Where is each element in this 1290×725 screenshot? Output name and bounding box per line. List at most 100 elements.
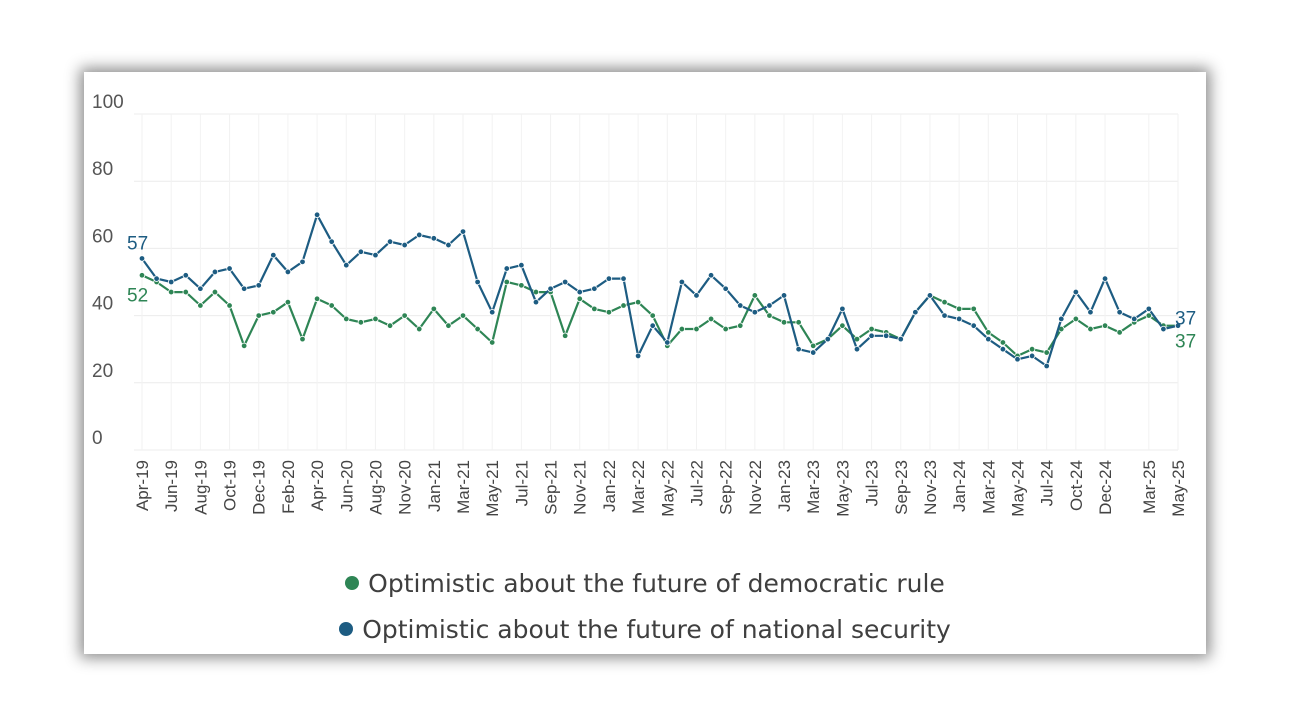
data-point xyxy=(591,305,598,313)
x-tick-label: Sep-23 xyxy=(892,460,911,515)
data-point xyxy=(284,268,292,276)
legend-marker xyxy=(339,622,354,636)
data-point xyxy=(416,231,423,239)
data-point xyxy=(1087,325,1094,333)
series-line-1 xyxy=(141,213,1179,368)
x-tick-label: Nov-20 xyxy=(396,460,415,515)
data-point xyxy=(299,335,306,343)
data-point xyxy=(182,272,189,279)
x-tick-label: Nov-23 xyxy=(921,460,940,515)
legend-item-democratic-rule: Optimistic about the future of democrati… xyxy=(345,560,945,606)
data-point xyxy=(532,288,540,296)
y-tick-label: 100 xyxy=(92,92,124,113)
data-point xyxy=(1116,329,1123,336)
x-tick-label: Oct-19 xyxy=(221,460,240,511)
data-point xyxy=(561,332,569,339)
x-tick-label: Sep-22 xyxy=(717,460,736,515)
data-point xyxy=(518,261,525,269)
data-point xyxy=(678,325,686,333)
data-point xyxy=(474,325,481,333)
x-tick-label: Aug-20 xyxy=(366,460,385,515)
data-point xyxy=(780,319,788,326)
data-point xyxy=(1145,312,1153,319)
series-lines xyxy=(138,211,1182,370)
data-point xyxy=(868,325,875,333)
data-point xyxy=(284,298,292,306)
data-point xyxy=(620,275,627,282)
x-tick-label: Jun-19 xyxy=(162,460,181,512)
data-point xyxy=(737,322,744,329)
data-point xyxy=(532,298,540,306)
line-chart: 0 20 40 60 80 100 Apr-19 Jun-19 Aug-19 Oct-19 Dec… xyxy=(92,92,1196,517)
data-point xyxy=(1043,362,1050,370)
data-point xyxy=(459,312,467,319)
legend-label: Optimistic about the future of national … xyxy=(362,614,951,644)
data-point xyxy=(372,315,379,323)
data-point xyxy=(649,322,656,329)
data-point xyxy=(649,312,656,319)
x-tick-label: Apr-20 xyxy=(308,460,327,511)
data-point xyxy=(167,278,175,286)
chart-card: 0 20 40 60 80 100 Apr-19 Jun-19 Aug-19 Oct-19 Dec… xyxy=(84,72,1206,654)
data-label: 37 xyxy=(1175,309,1196,330)
x-tick-label: Aug-19 xyxy=(191,460,210,515)
data-point xyxy=(737,302,744,309)
data-point xyxy=(955,305,963,313)
data-point xyxy=(605,309,613,316)
x-tick-label: Jan-24 xyxy=(950,460,969,512)
x-tick-label: May-22 xyxy=(658,460,677,517)
data-point xyxy=(926,292,934,299)
x-tick-label: Oct-24 xyxy=(1067,460,1086,511)
data-point xyxy=(474,278,481,286)
data-point xyxy=(240,285,248,292)
data-point xyxy=(488,339,496,346)
data-point xyxy=(430,235,438,242)
data-point xyxy=(416,325,423,333)
data-label: 57 xyxy=(127,233,148,254)
data-point xyxy=(503,278,510,286)
data-point xyxy=(970,305,977,313)
data-point xyxy=(197,302,204,309)
data-point xyxy=(941,298,948,306)
data-point xyxy=(1145,305,1153,313)
data-point xyxy=(255,282,262,289)
data-point xyxy=(707,315,715,323)
data-point xyxy=(766,312,773,319)
data-point xyxy=(211,268,219,276)
x-tick-label: May-23 xyxy=(833,460,852,517)
data-point xyxy=(1043,349,1050,356)
data-point xyxy=(503,265,510,272)
data-point xyxy=(1087,309,1094,316)
data-point xyxy=(605,275,613,282)
data-point xyxy=(999,346,1007,353)
data-point xyxy=(138,272,146,279)
y-tick-label: 0 xyxy=(92,428,103,449)
data-point xyxy=(1101,322,1109,329)
data-point xyxy=(1072,288,1080,296)
x-tick-label: Mar-23 xyxy=(804,460,823,514)
legend-marker xyxy=(345,576,360,590)
data-point xyxy=(1058,315,1065,323)
data-point xyxy=(839,322,846,329)
x-tick-label: Jul-24 xyxy=(1038,460,1057,506)
data-point xyxy=(985,335,992,343)
data-point xyxy=(941,312,948,319)
data-point xyxy=(839,305,846,313)
data-point xyxy=(955,315,963,323)
data-point xyxy=(401,241,408,249)
data-point xyxy=(313,211,321,218)
data-point xyxy=(445,241,452,249)
data-point xyxy=(343,315,350,323)
data-point xyxy=(197,285,204,292)
data-point xyxy=(1116,309,1123,316)
data-point xyxy=(430,305,438,313)
data-point xyxy=(328,302,335,309)
x-tick-label: Mar-22 xyxy=(629,460,648,514)
legend-item-national-security: Optimistic about the future of national … xyxy=(339,606,951,652)
data-point xyxy=(882,332,890,339)
data-point xyxy=(634,352,642,360)
data-point xyxy=(1028,346,1036,353)
data-point xyxy=(707,272,715,279)
data-point xyxy=(357,248,365,255)
